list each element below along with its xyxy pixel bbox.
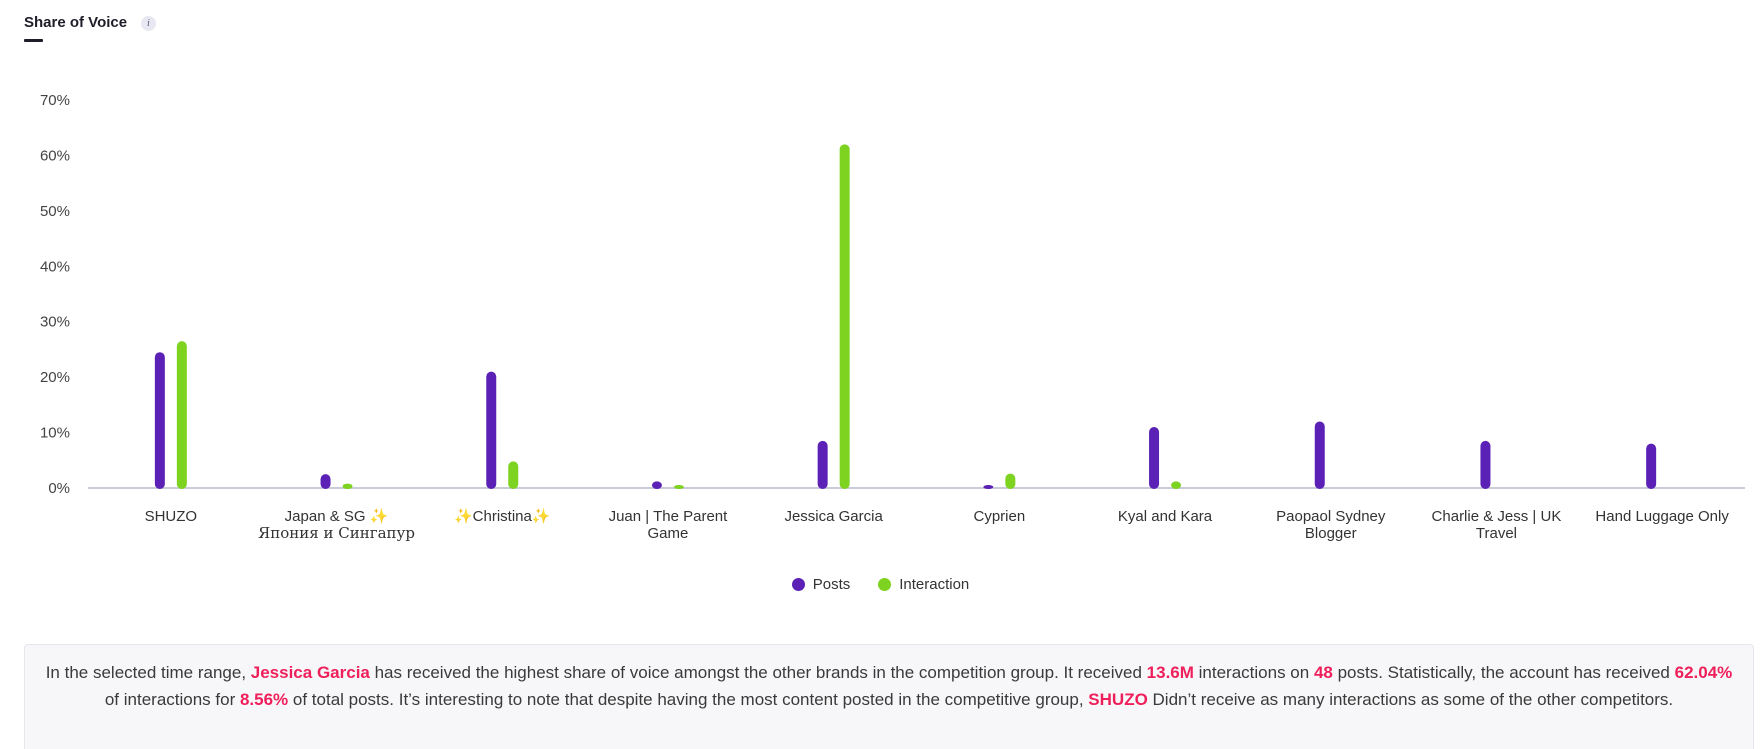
summary-text-2: has received the highest share of voice … [369, 663, 1147, 682]
summary-text-1: In the selected time range, [45, 663, 251, 682]
bar-interaction[interactable] [176, 341, 187, 489]
chart-title: Share of Voice [24, 14, 128, 31]
bar-interaction[interactable] [342, 483, 353, 489]
bar-posts[interactable] [1646, 443, 1657, 489]
bar-posts[interactable] [651, 481, 662, 489]
share-of-voice-chart: 0% 10% 20% 30% 40% 50% 60% 70% SHUZO Japan & SG ✨… [40, 92, 1745, 542]
bar-interaction[interactable] [1005, 473, 1016, 489]
bar-interaction[interactable] [1171, 481, 1182, 489]
insight-summary: In the selected time range, Jessica Garc… [24, 644, 1754, 749]
bar-interaction[interactable] [508, 461, 519, 489]
bar-posts[interactable] [1149, 427, 1160, 489]
x-category-label: SHUZO [145, 508, 198, 525]
x-category-label: Jessica Garcia [784, 508, 883, 525]
summary-text-4: posts. Statistically, the account has re… [1332, 663, 1675, 682]
x-category-label: Game [648, 525, 689, 542]
chart-legend: Posts Interaction [0, 576, 1761, 593]
y-tick-label: 20% [40, 369, 70, 386]
legend-interaction[interactable]: Interaction [878, 576, 969, 593]
legend-posts[interactable]: Posts [791, 576, 851, 593]
summary-posts-pct: 8.56% [239, 690, 289, 709]
info-icon[interactable]: i [141, 16, 157, 31]
y-tick-label: 30% [40, 314, 70, 331]
legend-interaction-label: Interaction [899, 576, 970, 593]
summary-interaction-pct: 62.04% [1674, 663, 1733, 682]
x-category-label: Juan | The Parent [609, 508, 729, 525]
y-tick-label: 60% [40, 147, 70, 164]
y-tick-label: 70% [40, 92, 70, 109]
x-category-label: ✨Christina✨ [454, 507, 551, 525]
chart-header: Share of Voice i [24, 14, 157, 31]
bar-posts[interactable] [983, 485, 994, 489]
x-category-label: Blogger [1305, 525, 1357, 542]
x-category-label: Paopaol Sydney [1276, 508, 1386, 525]
bar-interaction[interactable] [673, 485, 684, 489]
bar-posts[interactable] [320, 474, 331, 489]
bar-posts[interactable] [1314, 421, 1325, 489]
summary-text-5: of interactions for [104, 690, 240, 709]
interaction-legend-dot [878, 578, 892, 591]
y-tick-label: 10% [40, 425, 70, 442]
x-category-label: Japan & SG ✨ [285, 507, 389, 525]
legend-posts-label: Posts [812, 576, 851, 593]
bar-posts[interactable] [1480, 440, 1491, 489]
y-tick-label: 50% [40, 203, 70, 220]
bar-posts[interactable] [486, 371, 497, 489]
tab-underline [24, 39, 43, 42]
bar-posts[interactable] [817, 440, 828, 489]
x-category-label: Kyal and Kara [1118, 508, 1213, 525]
summary-text-3: interactions on [1193, 663, 1314, 682]
y-tick-label: 40% [40, 258, 70, 275]
bar-posts[interactable] [154, 352, 165, 489]
x-category-label: Япония и Сингапур [258, 524, 415, 542]
summary-text-6: of total posts. It’s interesting to note… [288, 690, 1089, 709]
bar-interaction[interactable] [839, 144, 850, 490]
x-category-label: Travel [1476, 525, 1517, 542]
x-category-label: Hand Luggage Only [1595, 508, 1729, 525]
x-category-label: Cyprien [974, 508, 1026, 525]
summary-interactions: 13.6M [1146, 663, 1194, 682]
x-category-label: Charlie & Jess | UK [1432, 508, 1562, 525]
summary-text-7: Didn’t receive as many interactions as s… [1147, 690, 1674, 709]
summary-brand: Jessica Garcia [250, 663, 370, 682]
summary-top-poster: SHUZO [1088, 690, 1148, 709]
posts-legend-dot [791, 578, 805, 591]
y-tick-label: 0% [48, 480, 70, 497]
summary-posts: 48 [1313, 663, 1333, 682]
